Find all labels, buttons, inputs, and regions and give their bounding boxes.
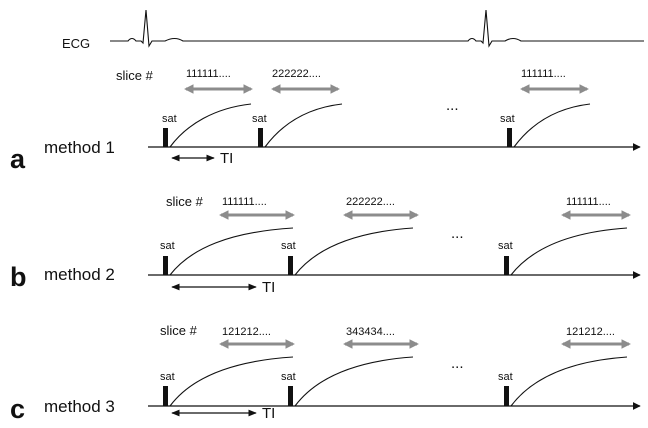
ti-label: TI xyxy=(220,150,233,167)
recovery-curve xyxy=(169,356,294,407)
recovery-curve xyxy=(169,227,294,276)
sat-label: sat xyxy=(500,113,515,125)
sat-pulse xyxy=(504,256,509,275)
slice-sequence: 222222.... xyxy=(346,196,395,208)
sat-label: sat xyxy=(160,240,175,252)
slice-sequence: 111111.... xyxy=(186,68,231,80)
slice-label: slice # xyxy=(116,68,154,83)
sat-pulse xyxy=(163,128,168,147)
sat-pulse xyxy=(258,128,263,147)
sat-label: sat xyxy=(281,240,296,252)
method-letter: a xyxy=(10,144,26,174)
sat-pulse xyxy=(507,128,512,147)
slice-sequence: 121212.... xyxy=(566,326,615,338)
sat-pulse xyxy=(288,256,293,275)
sat-label: sat xyxy=(252,113,267,125)
slice-label: slice # xyxy=(166,194,204,209)
sat-pulse xyxy=(163,386,168,406)
recovery-curve xyxy=(294,356,414,407)
method-letter: c xyxy=(10,394,25,424)
method-a-row: a method 1 slice # 111111.... 222222....… xyxy=(10,68,641,174)
ti-label: TI xyxy=(262,405,275,422)
ecg-label: ECG xyxy=(62,36,90,51)
method-name: method 1 xyxy=(44,138,115,157)
sat-label: sat xyxy=(498,371,513,383)
slice-sequence: 111111.... xyxy=(566,196,611,208)
sat-pulse xyxy=(288,386,293,406)
sat-label: sat xyxy=(498,240,513,252)
sat-label: sat xyxy=(162,113,177,125)
ellipsis: ... xyxy=(446,97,459,114)
recovery-curve xyxy=(510,356,628,407)
sat-pulse xyxy=(163,256,168,275)
slice-sequence: 222222.... xyxy=(272,68,321,80)
slice-sequence: 343434.... xyxy=(346,326,395,338)
recovery-curve xyxy=(294,227,414,276)
method-name: method 3 xyxy=(44,397,115,416)
sat-label: sat xyxy=(281,371,296,383)
method-letter: b xyxy=(10,262,27,292)
method-b-row: b method 2 slice # 111111.... 222222....… xyxy=(10,194,641,296)
slice-sequence: 121212.... xyxy=(222,326,271,338)
slice-sequence: 111111.... xyxy=(222,196,267,208)
recovery-curve xyxy=(264,103,343,148)
sat-pulse xyxy=(504,386,509,406)
ellipsis: ... xyxy=(451,355,464,372)
ti-label: TI xyxy=(262,279,275,296)
recovery-curve xyxy=(513,103,591,148)
ecg-row: ECG xyxy=(62,9,644,51)
method-c-row: c method 3 slice # 121212.... 343434....… xyxy=(10,323,641,424)
ecg-trace xyxy=(110,9,644,48)
ellipsis: ... xyxy=(451,225,464,242)
method-name: method 2 xyxy=(44,265,115,284)
slice-label: slice # xyxy=(160,323,198,338)
recovery-curve xyxy=(169,103,252,148)
recovery-curve xyxy=(510,227,628,276)
sat-label: sat xyxy=(160,371,175,383)
slice-sequence: 111111.... xyxy=(521,68,566,80)
